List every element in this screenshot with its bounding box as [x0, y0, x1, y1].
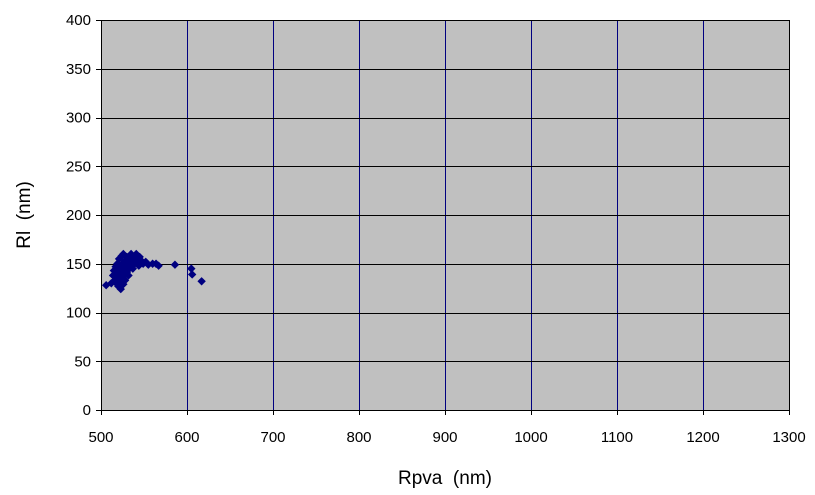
data-point: [114, 254, 124, 264]
data-point: [116, 284, 125, 294]
x-tick-label: 900: [432, 429, 457, 446]
x-tick-labels: 500 600 700 800 900 1000 1100 1200 1300: [88, 410, 806, 446]
y-tick-labels: 0 50 100 150 200 250 300 350 400: [66, 12, 101, 419]
y-tick-label: 400: [66, 12, 91, 29]
data-points: [101, 249, 206, 294]
data-point: [141, 257, 150, 266]
data-point: [113, 259, 122, 268]
horizontal-gridlines: [101, 20, 789, 362]
x-tick-label: 1300: [772, 429, 805, 446]
data-point: [134, 261, 144, 270]
y-tick-label: 250: [66, 158, 91, 175]
data-point: [114, 269, 124, 278]
data-point: [114, 264, 123, 273]
y-tick-label: 300: [66, 110, 91, 127]
data-point: [154, 261, 163, 270]
data-point: [170, 260, 180, 269]
x-tick-label: 500: [88, 429, 113, 446]
data-point: [187, 270, 197, 279]
data-point: [187, 264, 196, 273]
x-tick-label: 1200: [686, 429, 719, 446]
x-tick-label: 700: [260, 429, 285, 446]
x-tick-label: 600: [174, 429, 199, 446]
x-tick-label: 1100: [601, 429, 633, 446]
y-tick-label: 50: [74, 353, 91, 370]
y-tick-label: 0: [83, 402, 91, 419]
x-axis-title: Rpva (nm): [398, 468, 492, 489]
data-point: [197, 277, 206, 286]
x-tick-label: 1000: [514, 429, 547, 446]
y-tick-label: 200: [66, 207, 91, 224]
y-tick-label: 100: [66, 305, 91, 322]
y-tick-label: 350: [66, 61, 91, 78]
x-tick-label: 800: [346, 429, 371, 446]
y-tick-label: 150: [66, 256, 91, 273]
y-axis-title: Rl (nm): [14, 181, 35, 249]
data-point: [124, 271, 133, 280]
